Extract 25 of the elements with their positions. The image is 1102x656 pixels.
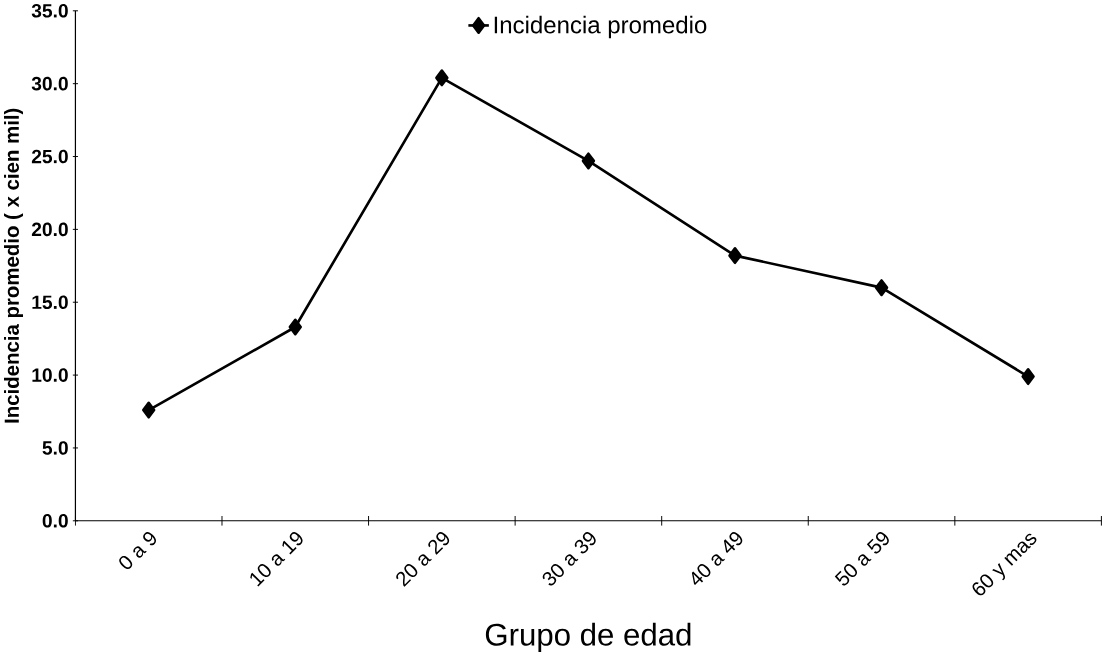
point [728, 247, 742, 265]
y-tick-label: 5.0 [42, 441, 68, 455]
point [288, 318, 302, 336]
point [435, 69, 449, 87]
y-axis-title: Incidencia promedio ( x cien mil) [4, 108, 24, 423]
x-tick-label: 0 a 9 [119, 532, 157, 570]
x-tick-label: 20 a 29 [396, 532, 450, 587]
x-tick-label: 40 a 49 [691, 532, 743, 586]
y-tick-label: 10.0 [32, 368, 68, 382]
x-axis-title: Grupo de edad [485, 622, 691, 652]
point [141, 401, 156, 419]
y-tick-label: 35.0 [31, 4, 68, 18]
y-tick-label: 25.0 [31, 149, 68, 164]
x-tick-label: 50 a 59 [834, 532, 889, 586]
y-tick-label: 15.0 [32, 295, 68, 310]
y-tick-label: 0.0 [42, 514, 68, 528]
point [874, 279, 889, 297]
legend-label: Incidencia promedio [494, 15, 707, 39]
x-tick-label: 30 a 39 [542, 532, 596, 586]
point [581, 152, 596, 170]
x-tick-label: 10 a 19 [250, 532, 303, 587]
y-tick-label: 20.0 [31, 222, 68, 237]
y-tick-label: 30.0 [31, 76, 68, 91]
point [1021, 368, 1035, 386]
x-tick-label: 60 y mas [972, 533, 1037, 596]
